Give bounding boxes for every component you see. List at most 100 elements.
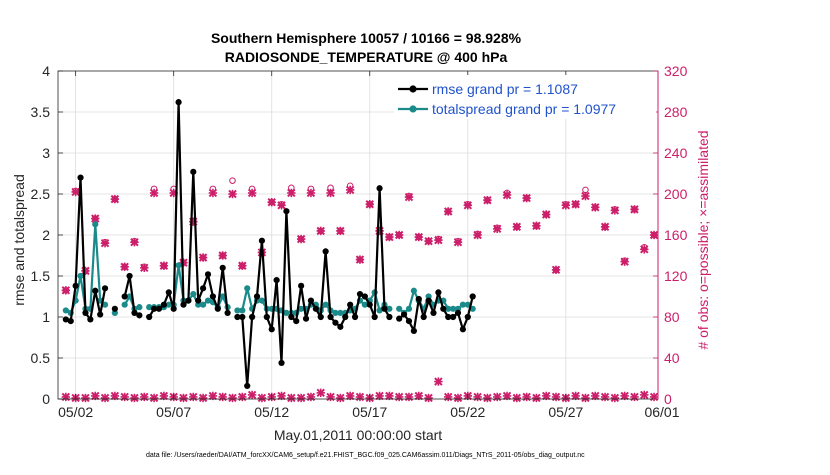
series-point — [288, 313, 295, 321]
series-point — [253, 293, 261, 300]
y-tick-label-left: 2.5 — [31, 186, 51, 202]
series-point — [258, 237, 266, 244]
obs-assimilated-point — [326, 188, 335, 198]
series-point — [337, 309, 344, 316]
series-point — [351, 313, 359, 321]
legend: rmse grand pr = 1.1087 totalspread grand… — [394, 75, 656, 119]
obs-low-count-point — [159, 391, 169, 401]
y-tick-label-left: 3 — [42, 145, 50, 161]
obs-assimilated-point — [512, 222, 522, 232]
obs-assimilated-point — [228, 189, 237, 199]
series-point — [459, 301, 467, 308]
series-point — [234, 313, 241, 321]
obs-assimilated-point — [218, 251, 227, 260]
grid-layer — [58, 71, 658, 399]
x-tick-label: 05/12 — [254, 404, 289, 420]
series-point — [361, 293, 368, 300]
obs-low-count-point — [532, 393, 541, 403]
series-point — [298, 305, 305, 312]
obs-assimilated-point — [502, 190, 512, 200]
obs-assimilated-point — [296, 234, 306, 244]
legend-marker-totalspread — [409, 105, 417, 113]
obs-assimilated-point — [267, 197, 276, 207]
series-point — [219, 264, 226, 271]
obs-assimilated-point — [140, 263, 149, 273]
obs-assimilated-point — [385, 232, 394, 242]
obs-assimilated-point — [394, 230, 404, 240]
series-point — [190, 168, 197, 175]
obs-assimilated-point — [100, 238, 110, 248]
series-point — [131, 309, 138, 316]
y-tick-label-left: 1.5 — [31, 268, 51, 284]
series-point — [199, 285, 207, 292]
obs-low-count-point — [493, 392, 502, 402]
series-point — [126, 272, 133, 280]
x-tick-label: 05/17 — [352, 404, 387, 420]
obs-low-count-point — [640, 390, 649, 400]
obs-low-count-point — [218, 392, 227, 402]
series-point — [361, 301, 368, 308]
chart-title: Southern Hemisphere 10057 / 10166 = 98.9… — [211, 30, 522, 46]
obs-assimilated-point — [551, 265, 561, 275]
legend-label-totalspread: totalspread grand pr = 1.0977 — [432, 101, 616, 117]
series-point — [92, 221, 99, 228]
obs-assimilated-point — [493, 224, 502, 234]
obs-assimilated-point — [120, 262, 129, 271]
series-point — [307, 297, 315, 304]
series-point — [160, 301, 167, 308]
y-tick-label-left: 0 — [42, 391, 50, 407]
obs-assimilated-point — [424, 236, 433, 246]
obs-assimilated-point — [336, 226, 345, 236]
obs-assimilated-point — [198, 253, 208, 262]
series-line — [148, 101, 229, 318]
series-point — [396, 305, 403, 312]
obs-low-count-point — [473, 392, 482, 402]
series-point — [459, 326, 467, 333]
obs-possible-point — [229, 177, 236, 184]
obs-assimilated-point — [159, 261, 169, 270]
series-point — [410, 287, 417, 294]
series-point — [293, 318, 300, 325]
series-point — [386, 313, 393, 321]
series-point — [165, 301, 172, 308]
y-tick-label-right: 240 — [664, 145, 688, 161]
series-point — [327, 313, 334, 321]
series-point — [381, 305, 388, 312]
series-point — [283, 309, 290, 316]
y-tick-label-left: 3.5 — [31, 104, 51, 120]
series-point — [332, 309, 339, 316]
series-point — [376, 307, 383, 314]
series-point — [234, 307, 241, 314]
series-point — [136, 312, 143, 319]
obs-assimilated-point — [404, 192, 414, 202]
series-point — [190, 290, 197, 298]
obs-assimilated-point — [522, 193, 531, 203]
series-line — [398, 291, 474, 332]
series-point — [273, 277, 280, 284]
series-point — [464, 313, 471, 321]
obs-low-count-point — [649, 392, 659, 402]
obs-low-count-point — [600, 392, 610, 402]
obs-low-count-point — [91, 391, 100, 401]
obs-assimilated-point — [238, 261, 247, 270]
x-tick-label: 06/01 — [644, 404, 679, 420]
series-point — [405, 305, 413, 312]
series-point — [155, 305, 163, 312]
obs-assimilated-point — [571, 200, 580, 209]
obs-count-layer — [61, 177, 659, 403]
series-point — [224, 309, 231, 316]
series-point — [435, 289, 442, 296]
obs-assimilated-point — [306, 188, 316, 198]
legend-marker-rmse — [409, 85, 417, 93]
series-rmse — [62, 99, 476, 389]
obs-assimilated-point — [61, 286, 71, 295]
y-tick-label-left: 2 — [42, 227, 50, 243]
obs-low-count-point — [336, 393, 345, 403]
series-point — [175, 262, 182, 269]
series-point — [312, 305, 319, 312]
series-point — [258, 297, 266, 304]
obs-low-count-point — [424, 393, 433, 403]
obs-low-count-point — [483, 393, 492, 403]
